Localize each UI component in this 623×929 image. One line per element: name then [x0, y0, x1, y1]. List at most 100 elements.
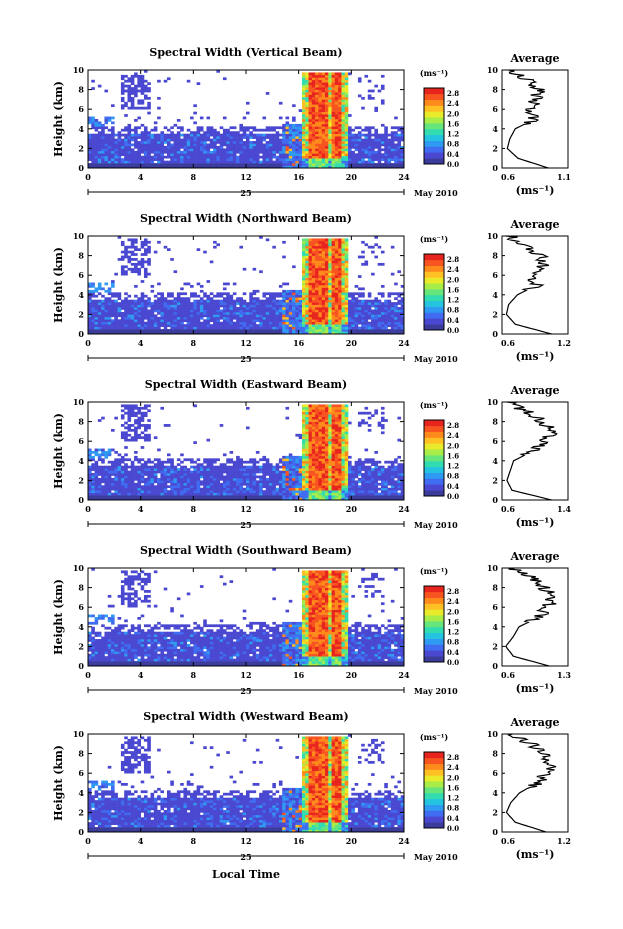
heatmap-cell: [275, 126, 280, 130]
heatmap-cell: [305, 272, 309, 276]
heatmap-cell: [367, 79, 372, 83]
heatmap-cell: [262, 292, 267, 296]
heatmap-cell: [229, 321, 234, 325]
heatmap-cell: [305, 292, 309, 296]
heatmap-cell: [111, 299, 115, 303]
heatmap-cell: [153, 299, 158, 303]
heatmap-cell: [341, 250, 346, 254]
heatmap-cell: [315, 287, 319, 291]
heatmap-cell: [255, 309, 260, 313]
heatmap-cell: [255, 155, 260, 159]
heatmap-cell: [120, 424, 125, 427]
heatmap-cell: [305, 143, 309, 147]
heatmap-cell: [130, 424, 135, 427]
heatmap-cell: [344, 307, 349, 310]
heatmap-cell: [137, 150, 141, 154]
heatmap-cell: [180, 492, 184, 496]
heatmap-cell: [325, 282, 329, 286]
heatmap-cell: [338, 72, 342, 76]
heatmap-cell: [120, 153, 125, 157]
heatmap-cell: [140, 258, 145, 261]
heatmap-cell: [325, 96, 329, 100]
heatmap-cell: [249, 163, 253, 166]
heatmap-cell: [288, 316, 293, 320]
heatmap-cell: [147, 96, 151, 100]
heatmap-cell: [318, 262, 323, 266]
heatmap-cell: [269, 299, 273, 303]
heatmap-cell: [262, 136, 267, 139]
heatmap-cell: [328, 106, 332, 110]
heatmap-cell: [199, 302, 204, 305]
heatmap-cell: [278, 311, 283, 315]
heatmap-cell: [321, 109, 326, 112]
heatmap-cell: [170, 131, 174, 134]
heatmap-cell: [232, 482, 237, 486]
heatmap-cell: [364, 143, 369, 147]
heatmap-cell: [120, 470, 125, 474]
heatmap-cell: [153, 126, 158, 130]
heatmap-cell: [120, 324, 125, 327]
heatmap-cell: [134, 158, 138, 161]
heatmap-cell: [199, 309, 204, 313]
heatmap-cell: [134, 421, 138, 425]
heatmap-cell: [262, 143, 267, 147]
heatmap-cell: [367, 94, 372, 98]
heatmap-cell: [292, 302, 296, 305]
heatmap-cell: [140, 265, 145, 269]
heatmap-cell: [328, 84, 332, 88]
heatmap-cell: [344, 311, 349, 315]
heatmap-cell: [334, 148, 339, 152]
heatmap-cell: [338, 314, 342, 318]
heatmap-cell: [278, 307, 283, 310]
heatmap-cell: [348, 128, 352, 132]
heatmap-cell: [361, 304, 365, 308]
heatmap-cell: [127, 131, 132, 134]
heatmap-cell: [137, 304, 141, 308]
heatmap-cell: [384, 141, 388, 144]
heatmap-cell: [285, 319, 290, 323]
heatmap-cell: [222, 304, 227, 308]
heatmap-cell: [143, 465, 148, 469]
heatmap-cell: [305, 99, 309, 103]
heatmap-cell: [334, 331, 339, 335]
heatmap-cell: [236, 473, 240, 476]
heatmap-cell: [246, 329, 250, 332]
heatmap-cell: [311, 92, 316, 95]
heatmap-cell: [124, 477, 128, 481]
heatmap-cell: [124, 270, 128, 274]
heatmap-cell: [190, 131, 194, 134]
heatmap-cell: [374, 311, 378, 315]
heatmap-cell: [173, 133, 178, 137]
heatmap-cell: [338, 111, 342, 115]
heatmap-cell: [308, 158, 313, 161]
heatmap-cell: [143, 128, 148, 132]
heatmap-cell: [107, 324, 112, 327]
heatmap-cell: [140, 470, 145, 474]
heatmap-cell: [298, 136, 303, 139]
heatmap-cell: [380, 314, 385, 318]
heatmap-cell: [206, 309, 211, 313]
heatmap-cell: [157, 324, 161, 327]
heatmap-cell: [137, 270, 141, 274]
colorbar-swatch: [424, 93, 444, 100]
heatmap-cell: [143, 307, 148, 310]
heatmap-cell: [331, 292, 336, 296]
heatmap-cell: [97, 331, 102, 335]
heatmap-cell: [308, 307, 313, 310]
heatmap-cell: [321, 289, 326, 293]
heatmap-cell: [183, 145, 188, 149]
heatmap-cell: [239, 126, 244, 130]
heatmap-cell: [255, 165, 260, 169]
heatmap-cell: [311, 111, 316, 115]
heatmap-cell: [143, 299, 148, 303]
heatmap-cell: [242, 487, 247, 491]
heatmap-cell: [104, 89, 109, 93]
heatmap-cell: [213, 160, 217, 164]
heatmap-cell: [344, 277, 349, 281]
heatmap-cell: [298, 307, 303, 310]
heatmap-cell: [124, 446, 128, 449]
heatmap-cell: [147, 143, 151, 147]
heatmap-cell: [331, 275, 336, 278]
heatmap-cell: [111, 145, 115, 149]
